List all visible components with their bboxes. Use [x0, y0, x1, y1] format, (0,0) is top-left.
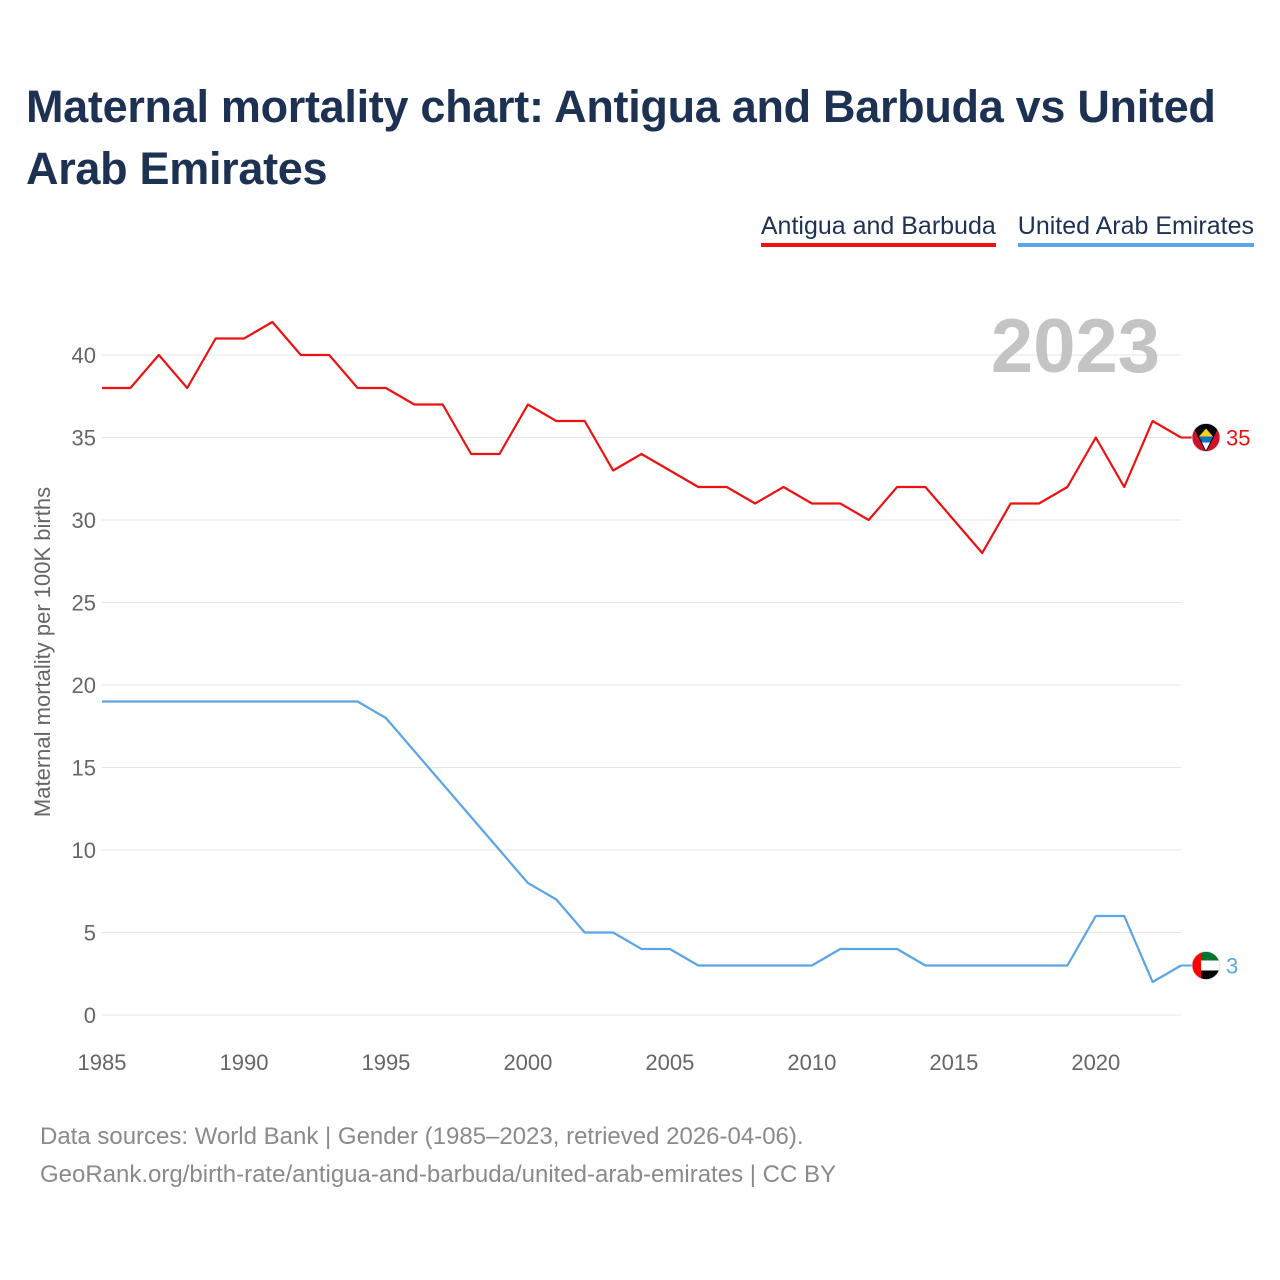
- y-axis-label: Maternal mortality per 100K births: [30, 487, 55, 817]
- page-title: Maternal mortality chart: Antigua and Ba…: [26, 81, 1216, 194]
- y-tick-label-35: 35: [72, 426, 96, 451]
- x-tick-label-1990: 1990: [219, 1050, 268, 1075]
- y-tick-label-20: 20: [72, 673, 96, 698]
- legend-item-antigua[interactable]: Antigua and Barbuda: [760, 212, 996, 247]
- x-tick-label-2010: 2010: [787, 1050, 836, 1075]
- y-tick-label-0: 0: [84, 1003, 96, 1028]
- series-line-uae: [102, 700, 1182, 984]
- end-value-label-1: 3: [1226, 954, 1238, 979]
- legend: Antigua and Barbuda United Arab Emirates: [760, 212, 1254, 247]
- y-tick-label-25: 25: [72, 591, 96, 616]
- y-tick-label-5: 5: [84, 921, 96, 946]
- x-tick-label-2000: 2000: [503, 1050, 552, 1075]
- footer-sources: Data sources: World Bank | Gender (1985–…: [40, 1123, 804, 1150]
- legend-item-uae[interactable]: United Arab Emirates: [1017, 212, 1254, 247]
- footer-url[interactable]: GeoRank.org/birth-rate/antigua-and-barbu…: [40, 1161, 836, 1188]
- uae-flag-icon: [1191, 951, 1221, 980]
- year-label: 2023: [991, 304, 1160, 389]
- end-value-label-0: 35: [1226, 426, 1250, 451]
- x-tick-label-1985: 1985: [78, 1050, 127, 1075]
- y-tick-label-40: 40: [72, 343, 96, 368]
- y-tick-label-15: 15: [72, 756, 96, 781]
- series-line-antigua: [102, 320, 1182, 555]
- antigua-flag-icon: [1191, 423, 1221, 452]
- y-tick-label-30: 30: [72, 508, 96, 533]
- footer: Data sources: World Bank | Gender (1985–…: [40, 1118, 836, 1194]
- x-tick-label-1995: 1995: [361, 1050, 410, 1075]
- x-tick-label-2020: 2020: [1071, 1050, 1120, 1075]
- y-tick-label-10: 10: [72, 838, 96, 863]
- x-tick-label-2005: 2005: [645, 1050, 694, 1075]
- x-tick-label-2015: 2015: [929, 1050, 978, 1075]
